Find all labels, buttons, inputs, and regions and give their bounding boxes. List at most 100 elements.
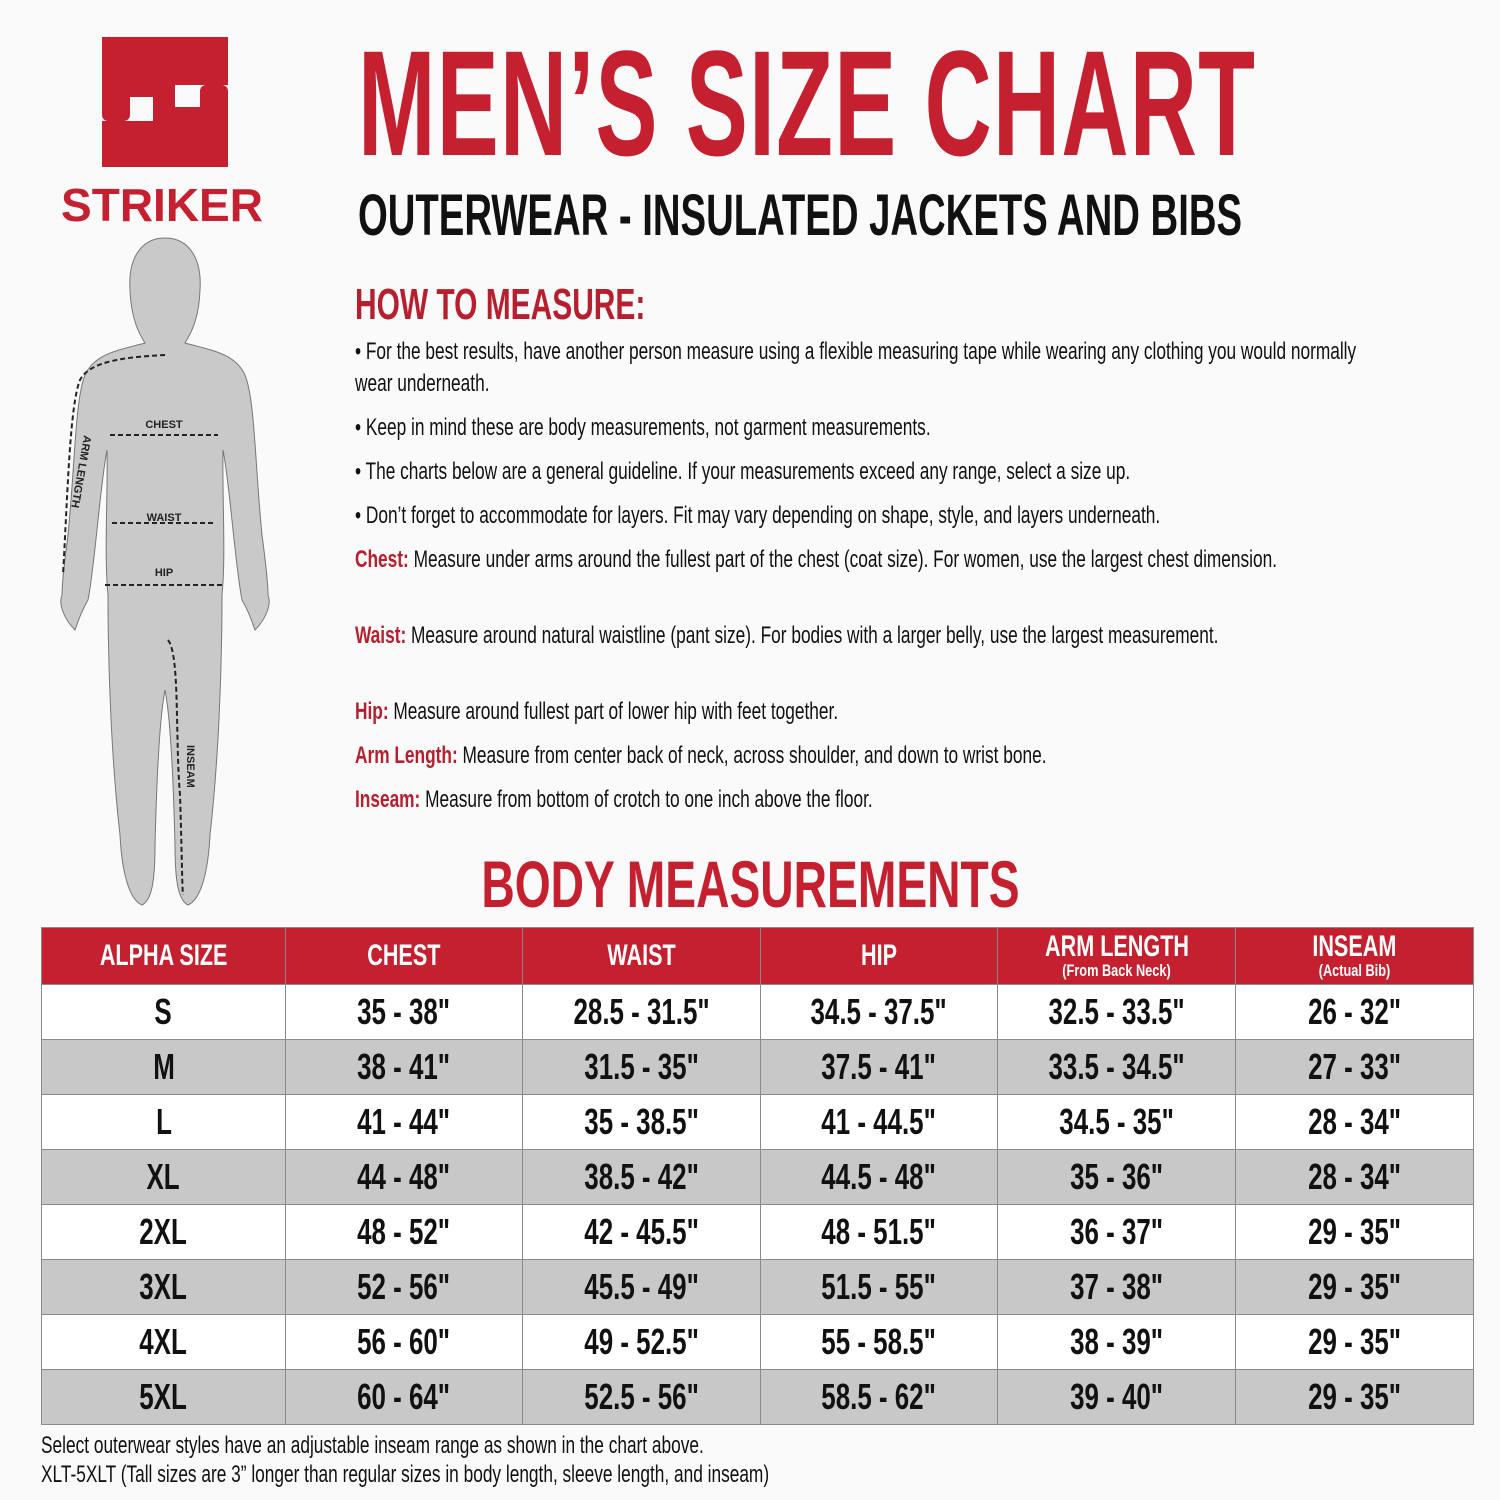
cell-value: 34.5 - 37.5" <box>810 991 948 1032</box>
cell-value: 56 - 60" <box>357 1321 451 1362</box>
cell-value: 28 - 34" <box>1308 1156 1401 1197</box>
table-cell: 2XL <box>41 1204 286 1260</box>
table-cell: 33.5 - 34.5" <box>997 1039 1236 1095</box>
table-cell: 35 - 38" <box>285 984 523 1040</box>
chest-label: CHEST <box>145 419 183 431</box>
table-cell: 38 - 41" <box>285 1039 523 1095</box>
cell-value: 52 - 56" <box>357 1266 451 1307</box>
column-header: HIP <box>760 927 998 985</box>
cell-value: 49 - 52.5" <box>584 1321 699 1362</box>
table-cell: 29 - 35" <box>1235 1314 1474 1370</box>
inseam-label: INSEAM <box>184 745 196 788</box>
table-row: S 35 - 38" 28.5 - 31.5" 34.5 - 37.5" 32.5 - … <box>41 984 1474 1040</box>
table-cell: 39 - 40" <box>997 1369 1236 1425</box>
table-cell: 4XL <box>41 1314 286 1370</box>
cell-value: 51.5 - 55" <box>821 1266 937 1307</box>
cell-value: 60 - 64" <box>357 1376 451 1417</box>
table-cell: 34.5 - 37.5" <box>760 984 998 1040</box>
column-header: ALPHA SIZE <box>41 927 286 985</box>
bullet-4: • Don’t forget to accommodate for layers… <box>355 502 1161 529</box>
table-cell: 28 - 34" <box>1235 1149 1474 1205</box>
table-cell: 5XL <box>41 1369 286 1425</box>
table-cell: 45.5 - 49" <box>522 1259 761 1315</box>
table-row: 5XL 60 - 64" 52.5 - 56" 58.5 - 62" 39 - 40" 2… <box>41 1369 1474 1425</box>
table-cell: 52.5 - 56" <box>522 1369 761 1425</box>
cell-value: 44 - 48" <box>357 1156 451 1197</box>
column-title: ARM LENGTH <box>1044 930 1189 963</box>
cell-value: 35 - 38.5" <box>584 1101 699 1142</box>
size-table: ALPHA SIZE CHEST WAIST HIP ARM LENGTH (From B… <box>41 927 1474 1425</box>
cell-value: L <box>155 1101 172 1142</box>
table-cell: 28.5 - 31.5" <box>522 984 761 1040</box>
cell-value: M <box>152 1046 175 1087</box>
bullet-1: • For the best results, have another per… <box>355 338 1357 397</box>
definition-hip: Hip: Measure around fullest part of lowe… <box>355 698 839 725</box>
table-row: L 41 - 44" 35 - 38.5" 41 - 44.5" 34.5 - 35" 2… <box>41 1094 1474 1150</box>
table-cell: 29 - 35" <box>1235 1369 1474 1425</box>
table-cell: 34.5 - 35" <box>997 1094 1236 1150</box>
column-header: ARM LENGTH (From Back Neck) <box>997 927 1236 985</box>
table-cell: XL <box>41 1149 286 1205</box>
cell-value: 31.5 - 35" <box>584 1046 699 1087</box>
cell-value: 44.5 - 48" <box>821 1156 937 1197</box>
column-subtitle: (Actual Bib) <box>1318 961 1391 980</box>
table-cell: 38.5 - 42" <box>522 1149 761 1205</box>
column-title: INSEAM <box>1312 930 1397 963</box>
table-cell: 26 - 32" <box>1235 984 1474 1040</box>
table-cell: 3XL <box>41 1259 286 1315</box>
cell-value: 58.5 - 62" <box>821 1376 937 1417</box>
table-cell: 49 - 52.5" <box>522 1314 761 1370</box>
bullet-2: • Keep in mind these are body measuremen… <box>355 414 931 441</box>
table-row: 3XL 52 - 56" 45.5 - 49" 51.5 - 55" 37 - 38" 2… <box>41 1259 1474 1315</box>
cell-value: 39 - 40" <box>1070 1376 1163 1417</box>
column-title: WAIST <box>607 939 676 972</box>
bullet-3: • The charts below are a general guideli… <box>355 458 1131 485</box>
cell-value: 34.5 - 35" <box>1059 1101 1174 1142</box>
table-cell: 51.5 - 55" <box>760 1259 998 1315</box>
table-cell: 58.5 - 62" <box>760 1369 998 1425</box>
table-row: 2XL 48 - 52" 42 - 45.5" 48 - 51.5" 36 - 37" 2… <box>41 1204 1474 1260</box>
cell-value: 2XL <box>139 1211 188 1252</box>
table-row: XL 44 - 48" 38.5 - 42" 44.5 - 48" 35 - 36" 28… <box>41 1149 1474 1205</box>
table-cell: 27 - 33" <box>1235 1039 1474 1095</box>
table-cell: 35 - 38.5" <box>522 1094 761 1150</box>
cell-value: 3XL <box>139 1266 188 1307</box>
cell-value: 42 - 45.5" <box>584 1211 699 1252</box>
cell-value: 29 - 35" <box>1308 1266 1401 1307</box>
cell-value: 55 - 58.5" <box>821 1321 937 1362</box>
table-cell: 44.5 - 48" <box>760 1149 998 1205</box>
cell-value: 29 - 35" <box>1308 1321 1401 1362</box>
striker-logo: STRIKER <box>40 35 285 231</box>
table-cell: 52 - 56" <box>285 1259 523 1315</box>
how-to-measure-heading: HOW TO MEASURE: <box>355 280 646 329</box>
cell-value: 26 - 32" <box>1308 991 1401 1032</box>
cell-value: 28.5 - 31.5" <box>573 991 710 1032</box>
cell-value: 52.5 - 56" <box>584 1376 699 1417</box>
table-cell: 56 - 60" <box>285 1314 523 1370</box>
definition-arm-length: Arm Length: Measure from center back of … <box>355 742 1047 769</box>
cell-value: 27 - 33" <box>1308 1046 1401 1087</box>
table-cell: 29 - 35" <box>1235 1259 1474 1315</box>
cell-value: 45.5 - 49" <box>584 1266 699 1307</box>
cell-value: 48 - 51.5" <box>821 1211 937 1252</box>
table-cell: 38 - 39" <box>997 1314 1236 1370</box>
definition-waist: Waist: Measure around natural waistline … <box>355 622 1219 649</box>
cell-value: 38 - 39" <box>1070 1321 1163 1362</box>
cell-value: XL <box>146 1156 181 1197</box>
footnote-1: Select outerwear styles have an adjustab… <box>41 1432 704 1459</box>
table-cell: 48 - 52" <box>285 1204 523 1260</box>
table-cell: M <box>41 1039 286 1095</box>
table-cell: 48 - 51.5" <box>760 1204 998 1260</box>
cell-value: 38 - 41" <box>357 1046 451 1087</box>
page-subtitle: OUTERWEAR - INSULATED JACKETS AND BIBS <box>358 183 1243 248</box>
table-cell: 31.5 - 35" <box>522 1039 761 1095</box>
hip-label: HIP <box>155 567 173 579</box>
cell-value: 36 - 37" <box>1070 1211 1163 1252</box>
table-cell: 35 - 36" <box>997 1149 1236 1205</box>
table-cell: L <box>41 1094 286 1150</box>
table-cell: 37.5 - 41" <box>760 1039 998 1095</box>
cell-value: 41 - 44.5" <box>821 1101 937 1142</box>
logo-brand-text: STRIKER <box>61 179 263 230</box>
footnote-2: XLT-5XLT (Tall sizes are 3” longer than … <box>41 1461 770 1488</box>
page-title: MEN’S SIZE CHART <box>358 19 1257 187</box>
